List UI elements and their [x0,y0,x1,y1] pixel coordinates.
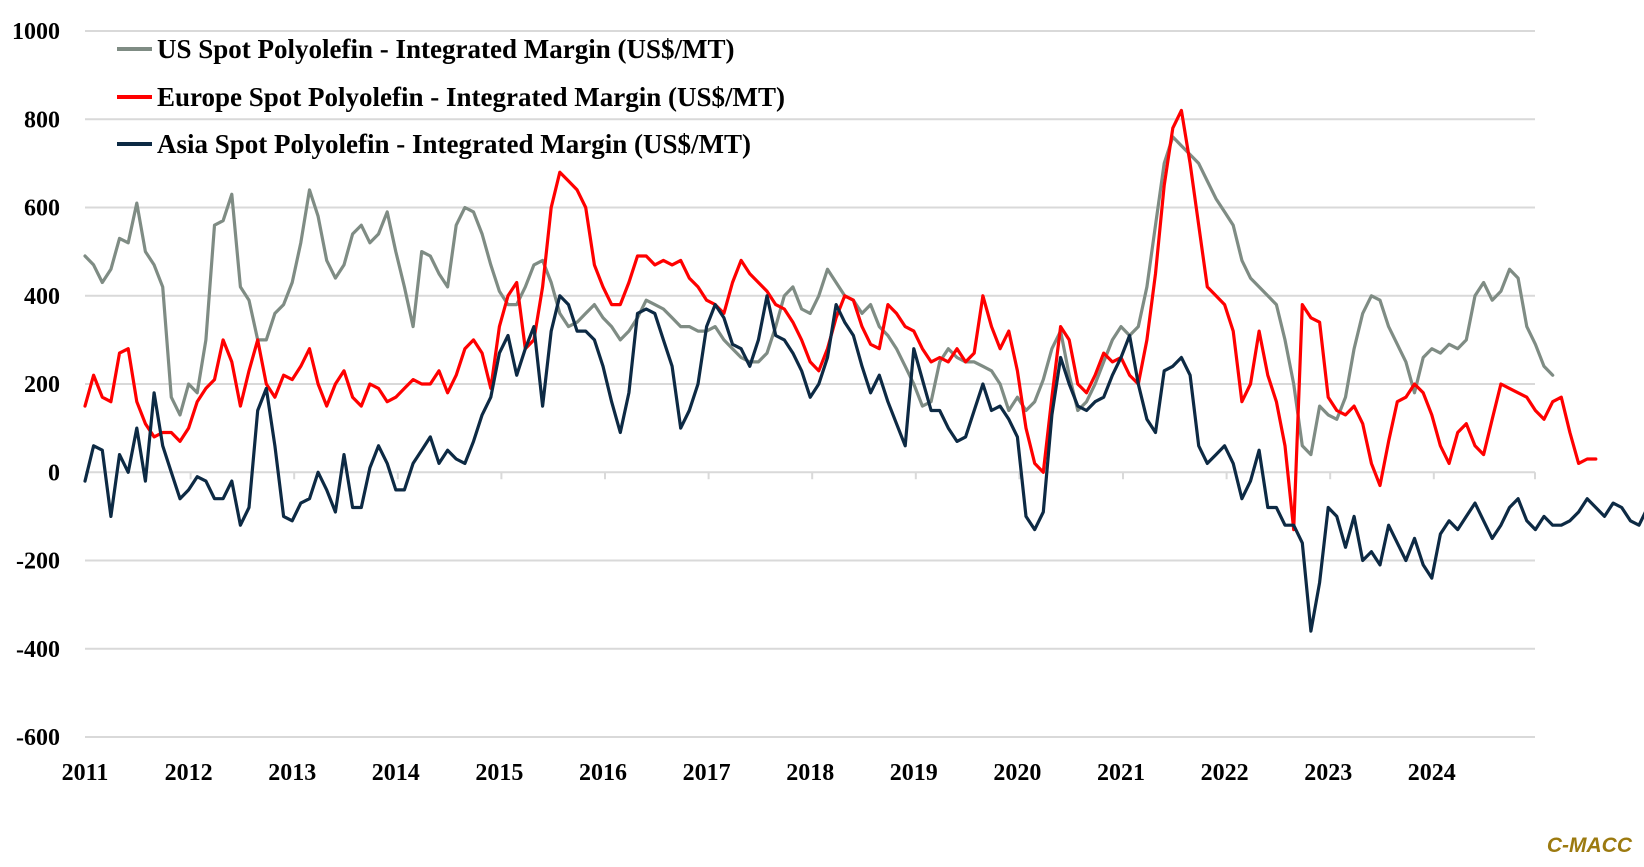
gridlines [85,30,1535,738]
y-tick-label: 400 [24,284,60,310]
asia-margin-line [83,294,1644,633]
series-lines [83,108,1644,633]
y-tick-label: -600 [16,725,60,751]
y-axis-ticks: 1000 800 600 400 200 0 -200 -400 -600 [12,19,60,751]
x-tick-label: 2011 [62,760,109,786]
x-axis-tick-marks [189,472,1536,480]
legend-label-us: US Spot Polyolefin - Integrated Margin (… [157,34,734,64]
x-tick-label: 2023 [1304,760,1352,786]
y-tick-label: 600 [24,196,60,222]
legend: US Spot Polyolefin - Integrated Margin (… [117,34,785,159]
us-margin-line [83,135,1555,457]
x-tick-label: 2017 [683,760,731,786]
legend-label-europe: Europe Spot Polyolefin - Integrated Marg… [157,82,785,112]
x-tick-label: 2016 [579,760,627,786]
y-tick-label: 1000 [12,19,60,45]
y-tick-label: 0 [48,460,60,486]
y-tick-label: 800 [24,107,60,133]
y-tick-label: 200 [24,372,60,398]
europe-margin-line [83,108,1598,532]
x-tick-label: 2012 [165,760,213,786]
y-tick-label: -400 [16,637,60,663]
x-tick-label: 2022 [1201,760,1249,786]
x-tick-label: 2014 [372,760,420,786]
y-tick-label: -200 [16,549,60,575]
x-tick-label: 2020 [993,760,1041,786]
x-tick-label: 2015 [475,760,523,786]
x-tick-label: 2019 [890,760,938,786]
x-tick-label: 2024 [1408,760,1456,786]
x-tick-label: 2018 [786,760,834,786]
source-label: C-MACC [1547,834,1633,857]
x-axis-ticks: 2011 2012 2013 2014 2015 2016 2017 2018 2019 2020… [62,760,1456,786]
x-tick-label: 2021 [1097,760,1145,786]
x-tick-label: 2013 [268,760,316,786]
legend-label-asia: Asia Spot Polyolefin - Integrated Margin… [157,129,751,159]
